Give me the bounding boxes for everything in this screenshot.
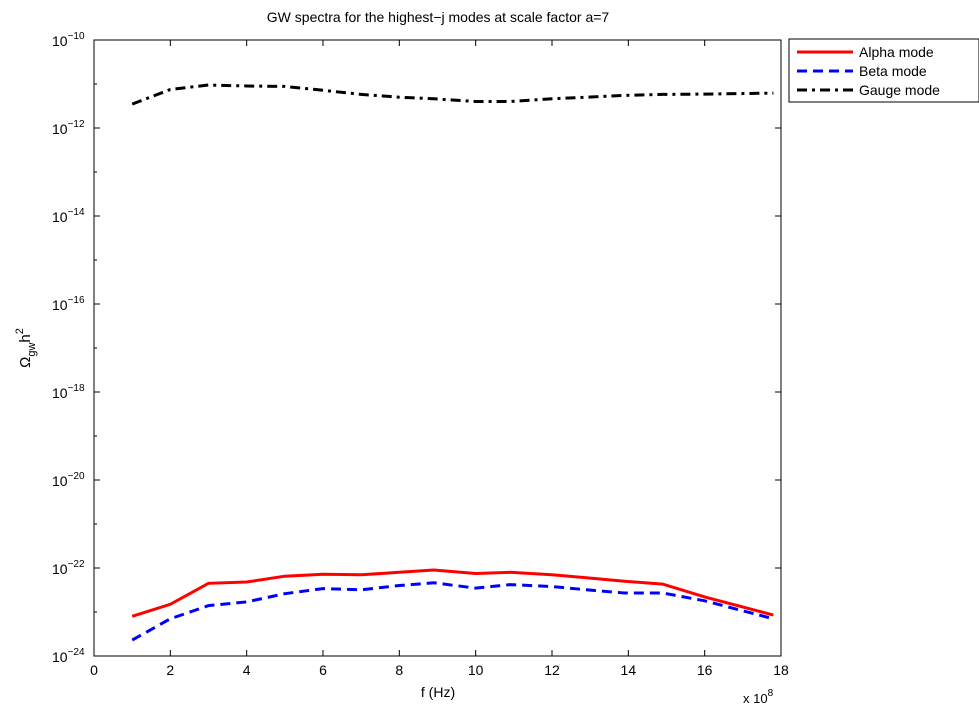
y-tick-label: 10−18 bbox=[52, 383, 85, 401]
legend-label-beta-mode: Beta mode bbox=[859, 63, 927, 79]
x-tick-label: 6 bbox=[319, 662, 327, 678]
y-tick-label: 10−10 bbox=[52, 31, 85, 49]
legend: Alpha mode Beta mode Gauge mode bbox=[788, 38, 979, 103]
x-axis-multiplier: x 108 bbox=[743, 688, 774, 704]
x-tick-label: 2 bbox=[166, 662, 174, 678]
y-tick-label: 10−14 bbox=[52, 207, 85, 225]
y-tick-label: 10−16 bbox=[52, 295, 85, 313]
axes-frame bbox=[93, 39, 782, 657]
x-axis-ticks: 0 2 4 6 8 10 12 14 16 18 bbox=[90, 40, 789, 678]
x-tick-label: 18 bbox=[773, 662, 789, 678]
x-multiplier-exponent: 8 bbox=[768, 688, 774, 699]
y-tick-label: 10−24 bbox=[52, 647, 85, 665]
y-label-subscript: gw bbox=[26, 343, 38, 357]
y-label-superscript: 2 bbox=[14, 328, 26, 334]
x-multiplier-base: x 10 bbox=[743, 691, 768, 704]
x-tick-label: 4 bbox=[243, 662, 251, 678]
series-line-gauge-mode bbox=[131, 83, 774, 106]
legend-label-gauge-mode: Gauge mode bbox=[859, 82, 940, 98]
x-tick-label: 10 bbox=[468, 662, 484, 678]
series-line-beta-mode bbox=[131, 581, 774, 642]
legend-label-alpha-mode: Alpha mode bbox=[859, 44, 934, 60]
y-tick-label: 10−12 bbox=[52, 119, 85, 137]
x-tick-label: 12 bbox=[544, 662, 560, 678]
y-tick-label: 10−22 bbox=[52, 559, 85, 577]
x-axis-label: f (Hz) bbox=[421, 684, 455, 700]
x-tick-label: 16 bbox=[697, 662, 713, 678]
x-tick-label: 14 bbox=[621, 662, 637, 678]
y-tick-label: 10−20 bbox=[52, 471, 85, 489]
y-axis-ticks: 10−24 10−22 10−20 10−18 10−16 10−14 10−12 10−10 bbox=[52, 31, 781, 665]
y-label-h: h bbox=[17, 334, 34, 342]
x-tick-label: 0 bbox=[90, 662, 98, 678]
plot-lines bbox=[131, 83, 774, 642]
series-line-alpha-mode bbox=[131, 568, 774, 618]
y-axis-label: Ωgwh2 bbox=[14, 328, 38, 368]
y-label-omega: Ω bbox=[17, 357, 34, 368]
chart-title: GW spectra for the highest−j modes at sc… bbox=[267, 9, 610, 25]
x-tick-label: 8 bbox=[395, 662, 403, 678]
